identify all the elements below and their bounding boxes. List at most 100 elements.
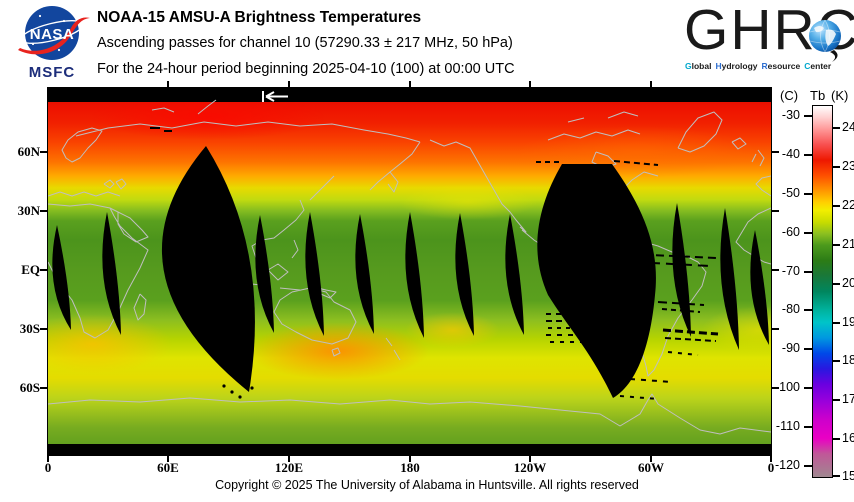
lon-tick-top xyxy=(650,81,652,88)
celsius-tick-label: -120 xyxy=(774,458,800,472)
lon-tick-top xyxy=(288,81,290,88)
celsius-tick xyxy=(804,348,812,350)
kelvin-tick-label: 170 xyxy=(842,392,854,406)
lat-tick xyxy=(40,210,48,212)
swath-gaps xyxy=(52,146,769,399)
lon-tick xyxy=(288,455,290,462)
kelvin-tick xyxy=(833,127,840,129)
tagline-word: Hydrology xyxy=(715,61,758,71)
kelvin-tick-label: 150 xyxy=(842,469,854,483)
lon-label-180: 180 xyxy=(400,460,420,475)
lat-label-60n: 60N xyxy=(17,144,40,159)
celsius-tick-label: -50 xyxy=(781,186,800,200)
lon-tick-top xyxy=(409,81,411,88)
lon-label-0w: 0 xyxy=(44,460,52,475)
lat-tick xyxy=(40,151,48,153)
lon-tick xyxy=(47,455,49,462)
kelvin-tick-label: 210 xyxy=(842,237,854,251)
celsius-tick-label: -100 xyxy=(774,380,800,394)
tagline-word: Resource xyxy=(761,61,801,71)
lon-tick xyxy=(770,455,772,462)
lat-label-60s: 60S xyxy=(19,380,40,395)
tagline-word: Center xyxy=(804,61,832,71)
lon-label-60w: 60W xyxy=(638,460,664,475)
lat-tick xyxy=(40,269,48,271)
kelvin-tick-label: 190 xyxy=(842,315,854,329)
map-overlay xyxy=(48,91,771,435)
celsius-tick xyxy=(804,193,812,195)
south-polar-no-data-band xyxy=(48,444,771,455)
lat-label-30n: 30N xyxy=(17,203,40,218)
ghrc-logo: GHRC Global Hydrology Resource Center xyxy=(684,0,854,80)
colorbar-unit-celsius: (C) xyxy=(780,88,799,103)
nasa-wordmark: NASA xyxy=(30,26,75,43)
page-title: NOAA-15 AMSU-A Brightness Temperatures xyxy=(97,9,422,26)
lat-tick-right xyxy=(771,151,779,153)
celsius-tick-label: -30 xyxy=(781,108,800,122)
colorbar-quantity-label: Tb xyxy=(810,88,826,103)
nasa-logo: NASA MSFC xyxy=(10,4,94,84)
celsius-tick-label: -90 xyxy=(781,341,800,355)
temperature-colorbar xyxy=(812,105,833,478)
kelvin-tick-label: 160 xyxy=(842,431,854,445)
lat-tick-right xyxy=(771,328,779,330)
celsius-tick-label: -60 xyxy=(781,225,800,239)
lon-tick xyxy=(650,455,652,462)
nasa-meatball-icon: NASA xyxy=(18,6,90,60)
kelvin-tick xyxy=(833,438,840,440)
celsius-tick xyxy=(804,387,812,389)
kelvin-tick-label: 180 xyxy=(842,353,854,367)
celsius-tick-label: -110 xyxy=(775,419,800,433)
msfc-label: MSFC xyxy=(28,64,76,81)
lon-label-120w: 120W xyxy=(513,460,547,475)
ghrc-globe-icon xyxy=(809,19,841,62)
lat-label-eq: EQ xyxy=(21,262,40,277)
world-map-brightness-temperature xyxy=(47,87,772,456)
kelvin-tick-label: 220 xyxy=(842,198,854,212)
celsius-tick xyxy=(804,232,812,234)
celsius-tick-label: -40 xyxy=(781,147,800,161)
lat-tick-right xyxy=(771,387,779,389)
kelvin-tick-label: 200 xyxy=(842,276,854,290)
lon-label-60e: 60E xyxy=(157,460,179,475)
lon-tick-top xyxy=(529,81,531,88)
kelvin-tick xyxy=(833,322,840,324)
kelvin-tick xyxy=(833,166,840,168)
page-subtitle-channel: Ascending passes for channel 10 (57290.3… xyxy=(97,35,513,51)
kelvin-tick xyxy=(833,399,840,401)
celsius-tick xyxy=(804,309,812,311)
pass-direction-arrow-icon xyxy=(262,91,288,102)
lon-label-0e: 0 xyxy=(767,460,775,475)
kelvin-tick-label: 230 xyxy=(842,159,854,173)
colorbar-unit-kelvin: (K) xyxy=(831,88,849,103)
tagline-word: Global xyxy=(685,61,712,71)
kelvin-tick xyxy=(833,244,840,246)
lon-tick xyxy=(529,455,531,462)
kelvin-tick xyxy=(833,283,840,285)
scan-line-artifacts xyxy=(150,127,719,400)
ghrc-tagline: Global Hydrology Resource Center xyxy=(685,61,851,71)
page-subtitle-period: For the 24-hour period beginning 2025-04… xyxy=(97,61,515,77)
celsius-tick xyxy=(804,271,812,273)
celsius-tick xyxy=(804,115,812,117)
lat-tick xyxy=(40,328,48,330)
celsius-tick-label: -70 xyxy=(781,264,800,278)
lon-tick xyxy=(167,455,169,462)
lat-tick-right xyxy=(771,269,779,271)
lat-label-30s: 30S xyxy=(19,321,40,336)
kelvin-tick-label: 240 xyxy=(842,120,854,134)
kelvin-tick xyxy=(833,360,840,362)
lat-tick-right xyxy=(771,210,779,212)
lon-tick-top xyxy=(167,81,169,88)
lat-tick xyxy=(40,387,48,389)
celsius-tick xyxy=(804,426,812,428)
celsius-tick xyxy=(804,154,812,156)
celsius-tick-label: -80 xyxy=(781,302,800,316)
copyright-notice: Copyright © 2025 The University of Alaba… xyxy=(215,478,639,492)
kelvin-tick xyxy=(833,475,840,477)
lon-tick xyxy=(409,455,411,462)
kelvin-tick xyxy=(833,205,840,207)
lon-label-120e: 120E xyxy=(274,460,304,475)
celsius-tick xyxy=(804,465,812,467)
